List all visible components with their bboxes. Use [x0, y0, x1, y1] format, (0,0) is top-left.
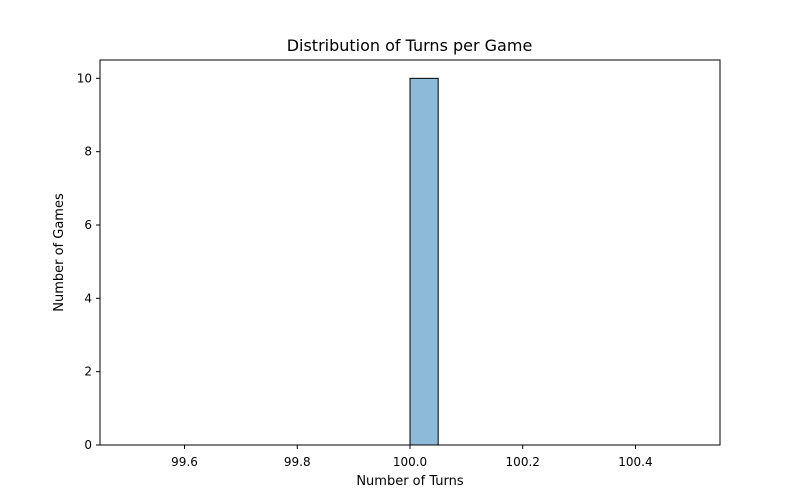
chart-title: Distribution of Turns per Game	[287, 36, 533, 55]
x-tick-label: 99.6	[171, 455, 198, 469]
y-tick-label: 0	[84, 438, 92, 452]
bars-group	[128, 77, 692, 446]
y-tick-label: 10	[77, 71, 92, 85]
y-tick-label: 4	[84, 291, 92, 305]
x-tick-label: 100.4	[618, 455, 652, 469]
histogram-bar	[409, 77, 439, 446]
x-tick-label: 100.2	[506, 455, 540, 469]
x-axis-label: Number of Turns	[356, 474, 464, 489]
y-tick-label: 8	[84, 145, 92, 159]
y-tick-label: 6	[84, 218, 92, 232]
y-tick-label: 2	[84, 365, 92, 379]
y-axis-ticks: 0 2 4 6 8 10	[77, 71, 100, 452]
x-axis-ticks: 99.6 99.8 100.0 100.2 100.4	[171, 445, 653, 469]
x-tick-label: 100.0	[393, 455, 427, 469]
x-tick-label: 99.8	[284, 455, 311, 469]
y-axis-label: Number of Games	[52, 193, 67, 312]
